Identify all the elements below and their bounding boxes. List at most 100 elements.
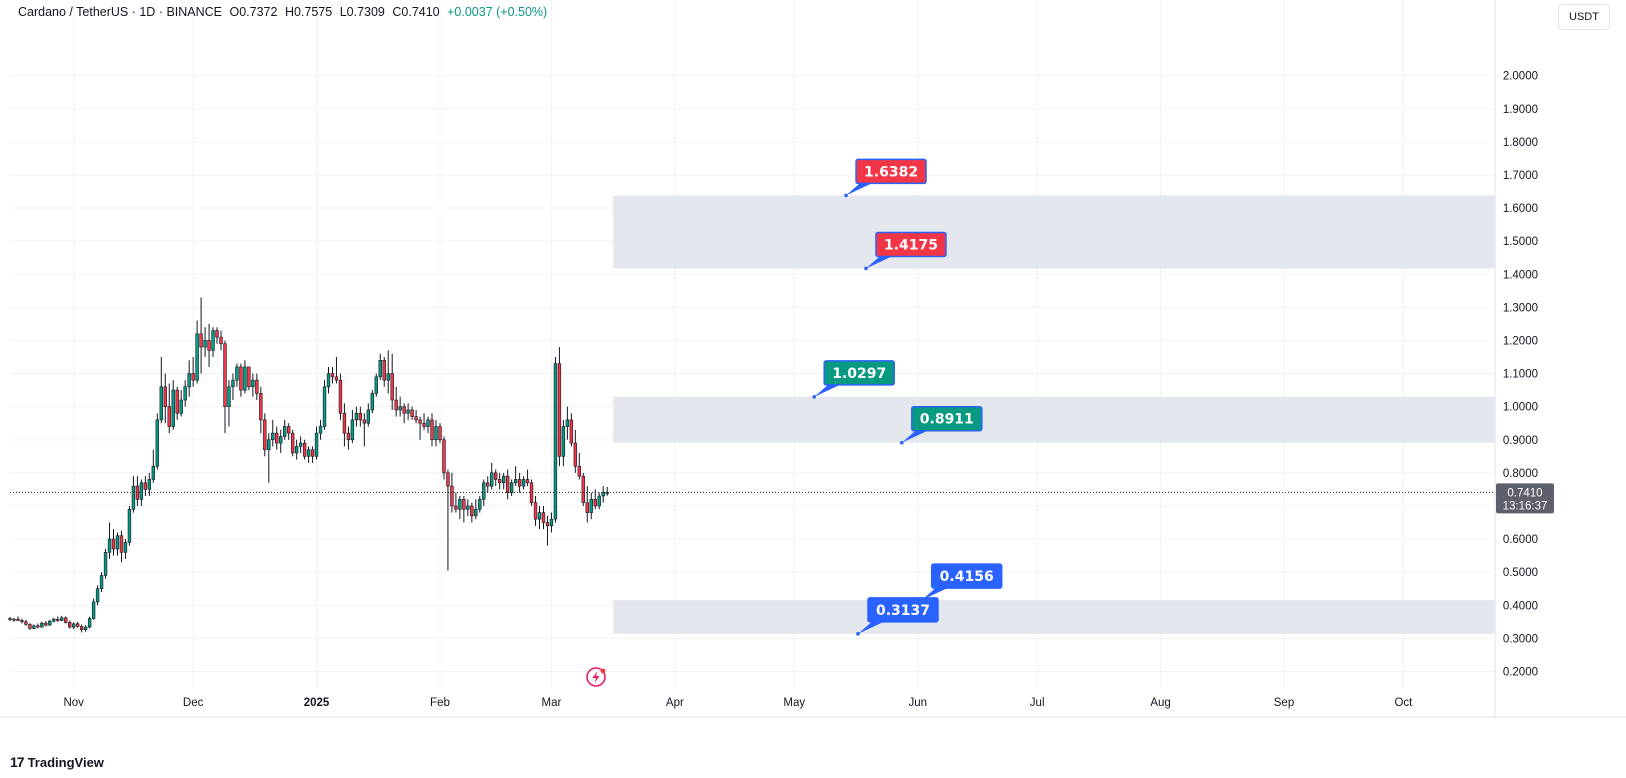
candle-body — [386, 373, 390, 381]
candle-body — [215, 330, 219, 338]
candle-body — [382, 360, 386, 381]
y-tick-label: 1.4000 — [1503, 269, 1538, 281]
candle-body — [494, 472, 498, 480]
candle-body — [541, 512, 546, 523]
candle-body — [589, 499, 593, 513]
price-label-0-8911: 0.8911 — [899, 405, 983, 445]
candle-body — [533, 502, 538, 520]
candle-body — [143, 482, 148, 490]
candle-body — [466, 505, 470, 510]
candle-body — [159, 386, 163, 421]
candle-body — [470, 505, 474, 517]
candle-body — [271, 432, 275, 441]
candle-body — [32, 625, 36, 629]
y-tick-label: 1.2000 — [1503, 335, 1538, 347]
candle-body — [350, 419, 355, 441]
tradingview-logo[interactable]: 17 TradingView — [10, 754, 104, 770]
candle-body — [458, 499, 462, 510]
y-tick-label: 0.4000 — [1503, 600, 1538, 612]
candle-body — [91, 601, 96, 619]
candle-body — [354, 412, 359, 421]
candle-body — [187, 373, 191, 388]
candle-body — [513, 479, 518, 484]
price-label-1-6382: 1.6382 — [844, 158, 927, 198]
candle-body — [64, 617, 68, 623]
candle-body — [44, 622, 48, 626]
symbol-title[interactable]: Cardano / TetherUS · 1D · BINANCE — [18, 5, 223, 19]
candle-body — [239, 366, 243, 391]
price-label-1-0297: 1.0297 — [812, 360, 895, 399]
x-tick-label: Nov — [63, 697, 84, 709]
candle-body — [418, 419, 422, 424]
x-tick-label: Feb — [430, 697, 450, 709]
candle-body — [179, 399, 183, 414]
candle-body — [16, 618, 20, 621]
candle-body — [581, 475, 585, 503]
candle-body — [573, 442, 578, 467]
candle-body — [525, 479, 530, 484]
candle-body — [302, 442, 307, 457]
y-tick-label: 1.9000 — [1503, 104, 1538, 116]
candle-body — [95, 588, 100, 603]
y-tick-label: 0.5000 — [1503, 567, 1538, 579]
y-tick-label: 2.0000 — [1503, 71, 1538, 83]
candle-body — [338, 379, 343, 414]
candle-body — [8, 618, 12, 621]
candle-body — [474, 508, 478, 517]
y-tick-label: 1.6000 — [1503, 203, 1538, 215]
candle-body — [402, 406, 406, 414]
candle-body — [60, 617, 64, 621]
candle-body — [593, 499, 597, 507]
candle-body — [398, 406, 402, 411]
candle-body — [454, 505, 458, 510]
candle-body — [259, 393, 263, 421]
x-tick-label: Apr — [666, 697, 684, 709]
time-axis[interactable]: Nov Dec 2025 Feb Mar Apr May Jun Jul Aug Sep Oct — [63, 697, 1413, 709]
candle-body — [442, 439, 446, 474]
candle-body — [426, 419, 430, 427]
price-labels[interactable]: 1.6382 1.4175 1.0297 0.8911 0.4156 0.3137 — [812, 158, 1003, 636]
y-tick-label: 0.9000 — [1503, 435, 1538, 447]
candle-body — [28, 624, 32, 629]
callout-box — [911, 405, 983, 432]
candle-body — [597, 495, 601, 507]
symbol-header: Cardano / TetherUS · 1D · BINANCE O0.737… — [18, 5, 551, 19]
y-tick-label: 1.3000 — [1503, 302, 1538, 314]
candle-body — [366, 409, 371, 424]
candle-body — [227, 386, 231, 407]
callout-anchor-dot — [844, 193, 848, 198]
zone-box — [613, 396, 1495, 443]
x-tick-label: Jun — [908, 697, 927, 709]
flash-icon[interactable] — [586, 667, 606, 687]
candle-body — [103, 551, 108, 576]
candle-body — [111, 538, 116, 550]
y-tick-label: 1.5000 — [1503, 236, 1538, 248]
candle-body — [362, 419, 367, 424]
candle-body — [342, 412, 347, 434]
candlestick-series — [8, 297, 609, 633]
candle-body — [175, 389, 179, 414]
y-tick-label: 1.7000 — [1503, 170, 1538, 182]
candle-body — [434, 426, 438, 441]
bar-countdown: 13:16:37 — [1503, 500, 1548, 512]
last-price-tag: 0.7410 13:16:37 — [1496, 483, 1554, 514]
candle-body — [223, 343, 227, 407]
candle-body — [219, 336, 223, 345]
callout-text: 0.4156 — [940, 569, 994, 585]
candle-body — [358, 412, 363, 421]
candle-body — [378, 360, 382, 378]
candle-body — [286, 426, 291, 434]
callout-box — [855, 158, 927, 185]
candle-body — [374, 376, 378, 394]
candle-body — [75, 623, 80, 627]
candle-body — [585, 502, 589, 513]
candle-body — [155, 419, 159, 467]
candle-body — [314, 432, 319, 457]
candle-body — [191, 373, 195, 381]
callout-pointer — [846, 181, 877, 196]
candle-body — [83, 626, 88, 631]
currency-button[interactable]: USDT — [1558, 4, 1610, 30]
candle-body — [346, 432, 351, 441]
price-axis[interactable]: 2.0000 1.9000 1.8000 1.7000 1.6000 1.5000 1.40… — [1503, 71, 1538, 679]
